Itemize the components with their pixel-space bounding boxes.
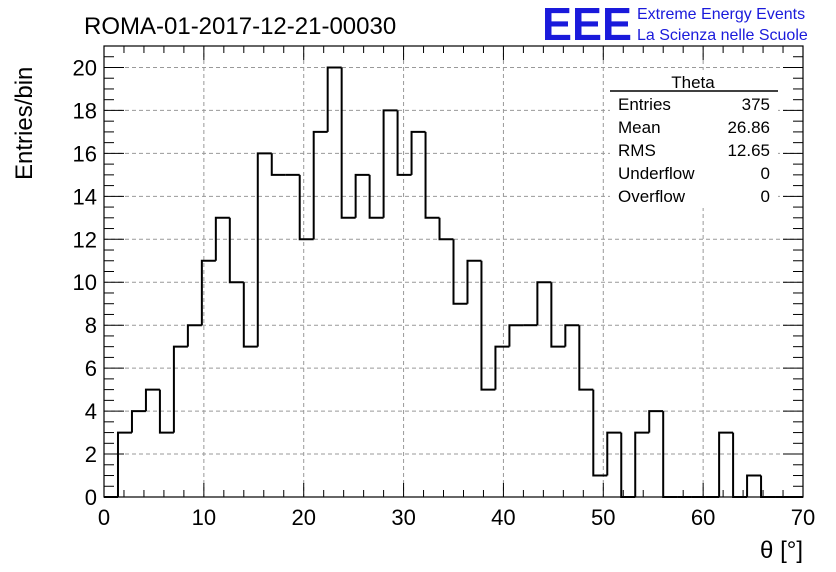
y-tick-label: 18: [73, 98, 97, 123]
histogram-bin: [298, 174, 314, 241]
x-tick-label: 40: [491, 505, 515, 530]
histogram-bin: [648, 410, 664, 433]
histogram-bin: [550, 282, 566, 348]
x-tick-label: 50: [591, 505, 615, 530]
stats-row-value: 0: [761, 187, 770, 206]
x-tick-label: 0: [98, 505, 110, 530]
y-tick-label: 8: [85, 313, 97, 338]
histogram-bin: [424, 131, 440, 219]
histogram-bin: [382, 109, 398, 218]
histogram-bin: [200, 259, 216, 326]
histogram-bin: [634, 431, 650, 497]
histogram-bin: [606, 431, 622, 476]
histogram-bin: [228, 217, 244, 284]
chart-title: ROMA-01-2017-12-21-00030: [84, 13, 396, 40]
stats-row-label: Entries: [618, 95, 671, 114]
histogram-bin: [158, 389, 174, 434]
eee-logo-line2: La Scienza nelle Scuole: [637, 27, 808, 44]
histogram-bin: [368, 174, 384, 219]
y-tick-label: 14: [73, 184, 97, 209]
stats-row-label: Underflow: [618, 164, 695, 183]
histogram-bin: [186, 324, 202, 347]
x-tick-label: 30: [391, 505, 415, 530]
histogram-bin: [116, 431, 132, 497]
y-tick-labels: 0 2 4 6 8 10 12 14 16 18 20: [73, 55, 97, 510]
histogram-bin: [214, 216, 230, 261]
axis-ticks: [103, 45, 804, 498]
y-tick-label: 6: [85, 356, 97, 381]
x-tick-label: 20: [291, 505, 315, 530]
histogram-bin: [256, 152, 272, 347]
stats-row-label: Overflow: [618, 187, 686, 206]
histogram-bin: [312, 130, 328, 240]
y-tick-label: 4: [85, 399, 97, 424]
x-tick-labels: 0 10 20 30 40 50 60 70: [98, 505, 815, 530]
histogram-bin: [466, 259, 482, 304]
histogram-bin: [326, 66, 342, 132]
y-tick-label: 20: [73, 55, 97, 80]
stats-row-value: 12.65: [727, 141, 770, 160]
histogram-bin: [452, 239, 468, 305]
histogram-bin: [144, 388, 160, 412]
stats-row-value: 375: [742, 95, 770, 114]
y-tick-label: 2: [85, 442, 97, 467]
histogram-bin: [270, 153, 286, 176]
histogram-bin: [564, 324, 580, 347]
histogram-bin: [746, 474, 762, 497]
histogram-bin: [508, 324, 524, 347]
stats-box: Theta Entries 375 Mean 26.86 RMS 12.65 Underfl…: [610, 70, 778, 208]
y-tick-label: 16: [73, 141, 97, 166]
histogram-bin: [480, 260, 496, 391]
histogram-series: [104, 66, 803, 498]
y-tick-label: 0: [85, 485, 97, 510]
histogram-bin: [410, 130, 426, 175]
stats-row-label: RMS: [618, 141, 656, 160]
y-tick-label: 12: [73, 227, 97, 252]
histogram-bin: [494, 345, 510, 390]
x-axis-title: θ [°]: [760, 537, 803, 564]
eee-logo-line1: Extreme Energy Events: [637, 6, 805, 23]
x-tick-label: 10: [192, 505, 216, 530]
histogram-bin: [340, 67, 356, 219]
histogram-bin: [438, 217, 454, 241]
eee-logo-mark: EEE: [542, 0, 632, 50]
histogram-bin: [130, 410, 146, 433]
histogram-bin: [732, 432, 748, 498]
stats-box-background: [610, 70, 778, 208]
histogram-bin: [620, 432, 636, 498]
stats-row-value: 26.86: [727, 118, 770, 137]
y-axis-title: Entries/bin: [11, 67, 38, 180]
histogram-bin: [242, 282, 258, 348]
histogram-bin: [536, 281, 552, 326]
histogram-bin: [578, 325, 594, 391]
x-tick-label: 60: [691, 505, 715, 530]
x-tick-label: 70: [791, 505, 815, 530]
histogram-bin: [718, 431, 734, 497]
histogram-bin: [592, 389, 608, 477]
stats-box-name: Theta: [671, 73, 715, 92]
y-tick-label: 10: [73, 270, 97, 295]
stats-row-label: Mean: [618, 118, 661, 137]
stats-row-value: 0: [761, 164, 770, 183]
eee-logo: EEE Extreme Energy Events La Scienza nel…: [542, 0, 808, 50]
histogram-bin: [354, 173, 370, 218]
histogram-bin: [172, 345, 188, 433]
histogram-bin: [396, 110, 412, 176]
stats-rows: Entries 375 Mean 26.86 RMS 12.65 Underflow 0 Ove…: [618, 95, 770, 206]
